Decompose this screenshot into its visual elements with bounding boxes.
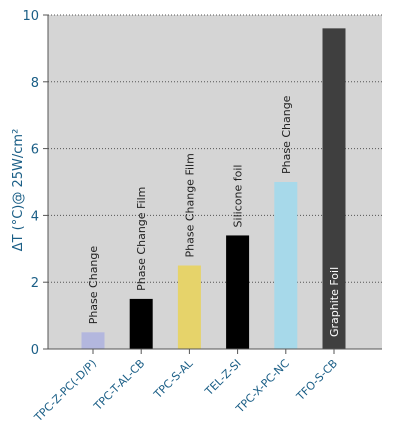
bar-annotation-5: Phase Change bbox=[280, 95, 293, 174]
bar-annotation-3: Phase Change Film bbox=[183, 153, 196, 257]
y-axis-ticks: 0 2 4 6 8 10 bbox=[22, 9, 48, 358]
y-tick-label-4: 4 bbox=[31, 209, 39, 224]
bar-annotation-1: Phase Change bbox=[87, 246, 100, 325]
bar-6 bbox=[322, 28, 346, 350]
x-category-label-3: TPC-S-AL bbox=[151, 356, 196, 401]
x-category-label-1: TPC-Z-PC(-D/P) bbox=[31, 357, 99, 425]
x-category-label-6: TFO-S-CB bbox=[293, 357, 340, 404]
y-tick-label-6: 6 bbox=[31, 143, 39, 158]
bar-1 bbox=[81, 332, 105, 349]
y-axis-label: ΔT (°C)@ 25W/cm² bbox=[11, 129, 26, 252]
bar-annotation-6: Graphite Foil bbox=[328, 267, 341, 337]
x-axis-categories: TPC-Z-PC(-D/P)TPC-T-AL-CB TPC-S-AL TEL-Z-S… bbox=[31, 349, 340, 425]
y-tick-label-0: 0 bbox=[31, 343, 39, 358]
bar-2 bbox=[129, 298, 153, 349]
bar-labels: Phase Change Phase Change Film Phase Chang… bbox=[87, 95, 341, 337]
x-category-label-4: TEL-Z-SI bbox=[202, 357, 244, 399]
bar-3 bbox=[177, 265, 201, 349]
bar-4 bbox=[226, 235, 250, 349]
y-tick-label-2: 2 bbox=[31, 276, 39, 291]
bars bbox=[81, 28, 346, 350]
bar-annotation-2: Phase Change Film bbox=[135, 187, 148, 291]
bar-annotation-4: Silicone foil bbox=[232, 165, 245, 228]
x-category-label-2: TPC-T-AL-CB bbox=[91, 357, 148, 414]
y-tick-label-8: 8 bbox=[31, 76, 39, 91]
y-tick-label-10: 10 bbox=[22, 9, 39, 24]
bar-5 bbox=[274, 182, 298, 349]
